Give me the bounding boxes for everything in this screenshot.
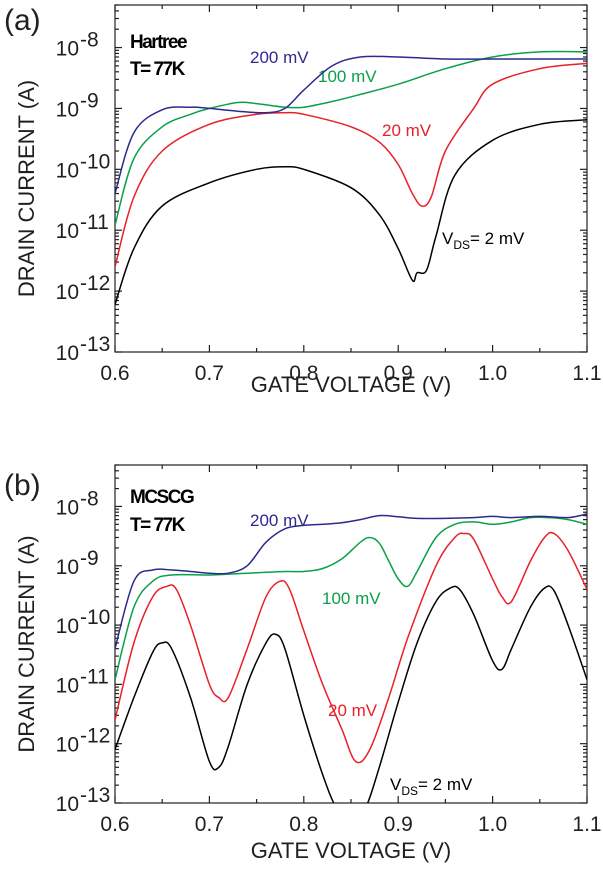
temperature-label: T= 77K <box>130 59 186 80</box>
y-tick-label: 10 <box>56 220 79 243</box>
y-tick-exponent: -11 <box>80 665 109 688</box>
y-tick-exponent: -13 <box>80 333 110 356</box>
panel-label: (a) <box>4 4 41 37</box>
series-line-100-mv <box>115 516 587 680</box>
y-tick-label: 10 <box>56 793 79 816</box>
series-label-20-mv: 20 mV <box>382 121 432 140</box>
y-tick-exponent: -12 <box>80 725 110 748</box>
x-tick-label: 1.1 <box>572 813 601 836</box>
series-label-vds-2-mv: VDS= 2 mV <box>442 229 525 252</box>
x-tick-label: 0.9 <box>384 362 413 385</box>
y-tick-exponent: -12 <box>80 272 110 295</box>
series-line-100-mv <box>115 50 587 226</box>
y-tick-exponent: -11 <box>80 211 109 234</box>
y-tick-label: 10 <box>56 159 79 182</box>
x-tick-label: 0.7 <box>195 813 224 836</box>
series-label-100-mv: 100 mV <box>318 67 377 86</box>
series-label-20-mv: 20 mV <box>328 701 378 720</box>
panel-a: 0.6 0.7 0.8 0.9 1.0 1.110-1310-1210-1110-1010… <box>4 4 602 397</box>
x-tick-label: 1.0 <box>478 813 507 836</box>
x-tick-label: 0.8 <box>289 362 318 385</box>
plot-frame <box>114 4 588 353</box>
model-label: MCSCG <box>130 487 194 508</box>
y-tick-label: 10 <box>56 496 79 519</box>
series-line-vds-2-mv <box>115 119 587 305</box>
y-tick-label: 10 <box>56 38 79 61</box>
x-tick-label: 0.7 <box>195 362 224 385</box>
series-line-200-mv <box>115 55 587 194</box>
x-tick-label: 0.6 <box>100 362 129 385</box>
x-tick-label: 0.9 <box>384 813 413 836</box>
y-tick-exponent: -9 <box>80 547 99 570</box>
y-tick-exponent: -10 <box>80 606 110 629</box>
y-tick-exponent: -8 <box>80 29 99 52</box>
y-tick-exponent: -13 <box>80 784 110 807</box>
x-tick-label: 1.1 <box>572 362 601 385</box>
series-line-200-mv <box>115 513 587 649</box>
y-tick-label: 10 <box>56 734 79 757</box>
series-label-100-mv: 100 mV <box>322 589 381 608</box>
y-tick-exponent: -8 <box>80 487 99 510</box>
panel-b: 0.6 0.7 0.8 0.9 1.0 1.110-1310-1210-1110-1010… <box>4 464 602 863</box>
x-tick-label: 1.0 <box>478 362 507 385</box>
y-tick-exponent: -10 <box>80 150 110 173</box>
y-tick-label: 10 <box>56 281 79 304</box>
temperature-label: T= 77K <box>130 515 186 536</box>
y-tick-label: 10 <box>56 342 79 365</box>
y-axis-title: DRAIN CURRENT (A) <box>14 80 39 297</box>
y-tick-label: 10 <box>56 615 79 638</box>
model-label: Hartree <box>130 32 187 53</box>
y-tick-label: 10 <box>56 674 79 697</box>
x-axis-title: GATE VOLTAGE (V) <box>251 372 451 397</box>
series-line-20-mv <box>115 531 587 764</box>
series-label-200-mv: 200 mV <box>250 511 309 530</box>
y-tick-label: 10 <box>56 556 79 579</box>
series-line-20-mv <box>115 62 587 268</box>
x-axis-title: GATE VOLTAGE (V) <box>251 838 451 863</box>
series-label-200-mv: 200 mV <box>250 48 309 67</box>
y-tick-label: 10 <box>56 98 79 121</box>
y-tick-exponent: -9 <box>80 89 99 112</box>
x-tick-label: 0.8 <box>289 813 318 836</box>
y-axis-title: DRAIN CURRENT (A) <box>14 535 39 752</box>
panel-label: (b) <box>4 469 41 502</box>
series-line-vds-2-mv <box>115 585 587 803</box>
x-tick-label: 0.6 <box>100 813 129 836</box>
series-label-vds-2-mv: VDS= 2 mV <box>390 775 473 798</box>
